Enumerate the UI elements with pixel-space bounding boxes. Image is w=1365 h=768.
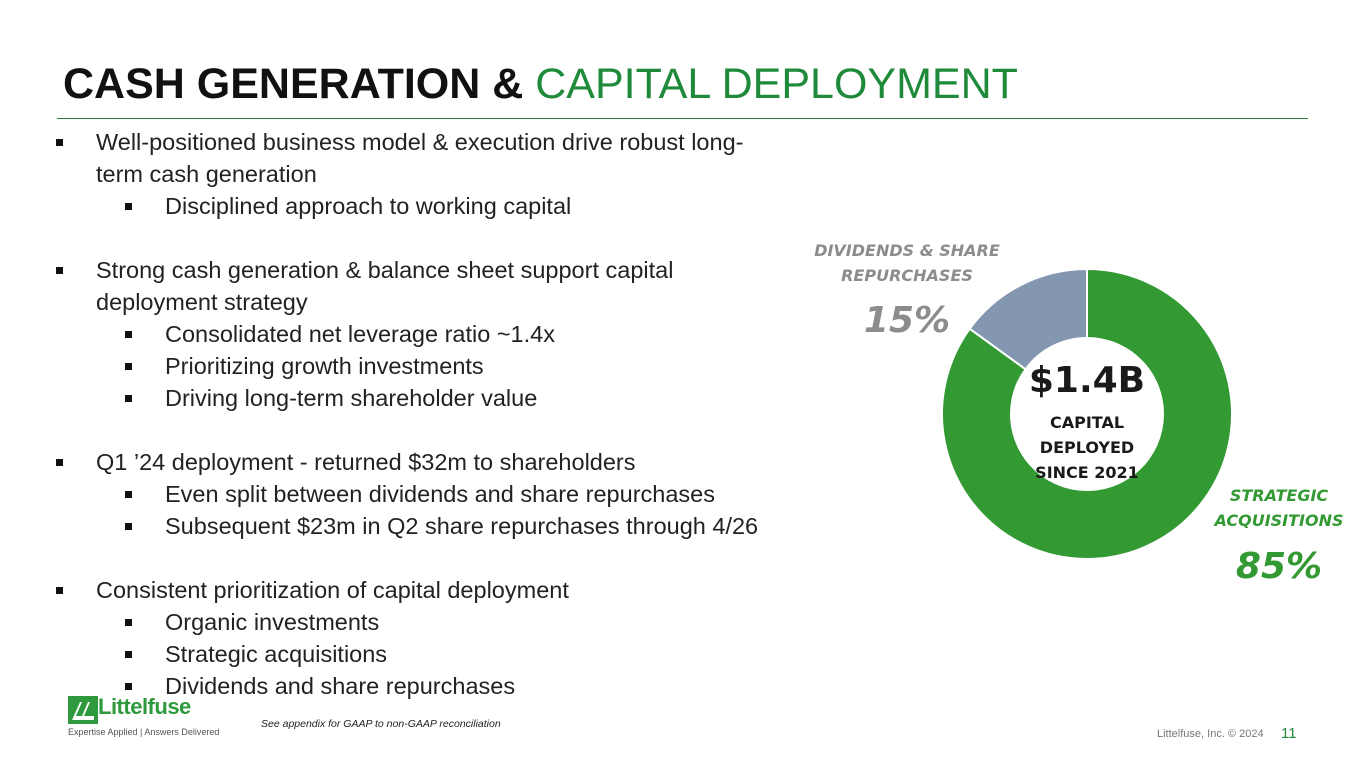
bullet-marker bbox=[125, 491, 132, 498]
sub-bullet-item: Strategic acquisitions bbox=[165, 641, 388, 667]
bullet-marker bbox=[125, 523, 132, 530]
sub-bullet-item: Dividends and share repurchases bbox=[165, 673, 516, 699]
bullet-item: term cash generation bbox=[96, 161, 317, 187]
bullet-item: deployment strategy bbox=[96, 289, 308, 315]
bullet-marker bbox=[125, 363, 132, 370]
logo-wordmark: Littelfuse bbox=[98, 694, 191, 719]
bullet-marker bbox=[56, 587, 63, 594]
title-part-black: CASH GENERATION & bbox=[63, 60, 536, 108]
sub-bullet-item: Even split between dividends and share r… bbox=[165, 481, 715, 507]
littelfuse-logo-icon bbox=[68, 696, 98, 724]
page-title: CASH GENERATION & CAPITAL DEPLOYMENT bbox=[63, 60, 1018, 109]
sub-bullet-item: Disciplined approach to working capital bbox=[165, 193, 572, 219]
donut-chart-svg: $1.4B CAPITAL DEPLOYED SINCE 2021 DIVIDENDS … bbox=[814, 241, 1343, 587]
capital-deployment-chart: $1.4B CAPITAL DEPLOYED SINCE 2021 DIVIDENDS … bbox=[800, 230, 1360, 600]
logo-tagline: Expertise Applied | Answers Delivered bbox=[68, 727, 220, 737]
bullet-marker bbox=[125, 619, 132, 626]
bullet-item: Consistent prioritization of capital dep… bbox=[96, 577, 569, 603]
center-caption-line: CAPITAL bbox=[1050, 413, 1124, 432]
title-divider bbox=[57, 118, 1308, 119]
bullet-marker bbox=[125, 683, 132, 690]
sub-bullet-item: Prioritizing growth investments bbox=[165, 353, 484, 379]
bullet-marker bbox=[125, 651, 132, 658]
donut-slice bbox=[941, 267, 1233, 560]
footnote: See appendix for GAAP to non-GAAP reconc… bbox=[261, 718, 501, 730]
center-value: $1.4B bbox=[1029, 360, 1145, 401]
bullet-item: Strong cash generation & balance sheet s… bbox=[96, 257, 674, 283]
slice-value-label: 15% bbox=[864, 300, 950, 341]
center-caption-line: SINCE 2021 bbox=[1035, 463, 1139, 482]
bullet-item: Q1 ’24 deployment - returned $32m to sha… bbox=[96, 449, 636, 475]
sub-bullet-item: Driving long-term shareholder value bbox=[165, 385, 538, 411]
bullet-marker bbox=[56, 267, 63, 274]
copyright: Littelfuse, Inc. © 2024 bbox=[1157, 728, 1264, 740]
bullet-item: Well-positioned business model & executi… bbox=[96, 129, 744, 155]
bullet-marker bbox=[56, 139, 63, 146]
slice-label: DIVIDENDS & SHARE bbox=[814, 241, 1000, 260]
sub-bullet-item: Subsequent $23m in Q2 share repurchases … bbox=[165, 513, 759, 539]
slice-label: REPURCHASES bbox=[841, 266, 973, 285]
center-caption-line: DEPLOYED bbox=[1040, 438, 1134, 457]
slice-label: ACQUISITIONS bbox=[1212, 511, 1343, 530]
bullet-marker bbox=[125, 203, 132, 210]
bullet-marker bbox=[125, 395, 132, 402]
sub-bullet-item: Organic investments bbox=[165, 609, 380, 635]
bullet-marker bbox=[56, 459, 63, 466]
sub-bullet-item: Consolidated net leverage ratio ~1.4x bbox=[165, 321, 555, 347]
title-part-green: CAPITAL DEPLOYMENT bbox=[535, 60, 1018, 108]
page-number: 11 bbox=[1281, 725, 1297, 742]
slice-value-label: 85% bbox=[1236, 546, 1322, 587]
bullet-marker bbox=[125, 331, 132, 338]
littelfuse-logo: Littelfuse Expertise Applied | Answers D… bbox=[68, 694, 220, 742]
slice-label: STRATEGIC bbox=[1230, 486, 1329, 505]
